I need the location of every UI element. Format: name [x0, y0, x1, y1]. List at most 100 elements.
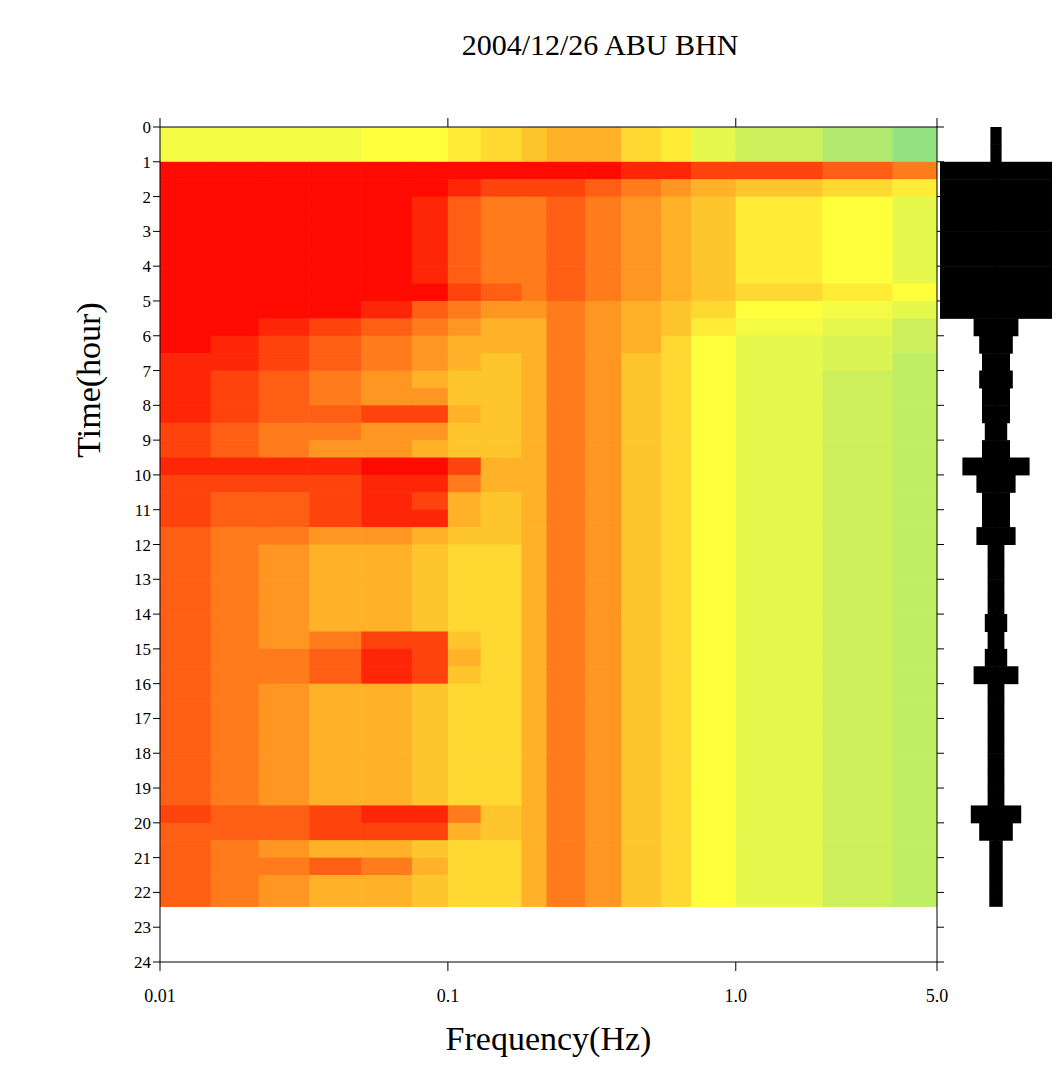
trace-envelope — [990, 127, 1001, 145]
cell — [736, 318, 823, 336]
cell — [892, 440, 937, 458]
cell — [412, 788, 449, 806]
cell — [892, 197, 937, 215]
cell — [691, 631, 736, 649]
cell — [309, 823, 362, 841]
cell — [259, 353, 310, 371]
cell — [661, 545, 692, 563]
cell — [546, 301, 585, 319]
cell — [481, 318, 522, 336]
cell — [691, 614, 736, 632]
cell — [546, 458, 585, 476]
cell — [661, 127, 692, 145]
cell — [546, 353, 585, 371]
cell — [892, 701, 937, 719]
cell — [736, 562, 823, 580]
cell — [822, 527, 893, 545]
cell — [521, 823, 547, 841]
cell — [211, 631, 259, 649]
cell — [621, 684, 661, 702]
cell — [585, 266, 622, 284]
cell — [361, 858, 412, 876]
cell — [448, 788, 481, 806]
cell — [412, 562, 449, 580]
cell — [361, 197, 412, 215]
cell — [160, 545, 211, 563]
cell — [309, 701, 362, 719]
x-tick — [735, 962, 736, 971]
cell — [892, 753, 937, 771]
cell — [211, 162, 259, 180]
cell — [661, 858, 692, 876]
cell — [160, 666, 211, 684]
cell — [892, 249, 937, 267]
cell — [259, 527, 310, 545]
trace-envelope — [988, 736, 1005, 754]
cell — [892, 353, 937, 371]
cell — [521, 179, 547, 197]
cell — [691, 162, 736, 180]
cell — [448, 510, 481, 528]
y-tick-label: 11 — [135, 501, 151, 520]
cell — [448, 405, 481, 423]
cell — [160, 423, 211, 441]
cell — [448, 545, 481, 563]
y-tick — [153, 822, 160, 823]
y-tick-label: 9 — [143, 431, 152, 450]
cell — [259, 492, 310, 510]
trace-envelope — [982, 440, 1010, 458]
cell — [361, 440, 412, 458]
cell — [546, 753, 585, 771]
cell — [259, 858, 310, 876]
cell — [361, 371, 412, 389]
trace-envelope — [988, 631, 1005, 649]
cell — [259, 545, 310, 563]
cell — [585, 284, 622, 302]
cell — [585, 353, 622, 371]
y-tick — [937, 544, 944, 545]
cell — [259, 458, 310, 476]
cell — [361, 579, 412, 597]
cell — [621, 545, 661, 563]
cell — [892, 771, 937, 789]
cell — [361, 875, 412, 893]
cell — [661, 805, 692, 823]
cell — [521, 701, 547, 719]
cell — [412, 127, 449, 145]
title: 2004/12/26 ABU BHN — [462, 28, 739, 61]
cell — [309, 858, 362, 876]
cell — [448, 597, 481, 615]
cell — [621, 423, 661, 441]
cell — [892, 510, 937, 528]
cell — [621, 405, 661, 423]
cell — [736, 753, 823, 771]
y-tick — [153, 892, 160, 893]
background — [0, 0, 1063, 1077]
y-tick — [153, 370, 160, 371]
cell — [585, 823, 622, 841]
cell — [521, 423, 547, 441]
cell — [585, 892, 622, 907]
cell — [892, 318, 937, 336]
cell — [160, 510, 211, 528]
cell — [448, 127, 481, 145]
cell — [661, 562, 692, 580]
y-tick — [153, 196, 160, 197]
cell — [361, 597, 412, 615]
cell — [736, 788, 823, 806]
cell — [448, 144, 481, 162]
cell — [822, 614, 893, 632]
cell — [160, 492, 211, 510]
cell — [361, 510, 412, 528]
cell — [361, 649, 412, 667]
cell — [621, 301, 661, 319]
cell — [691, 388, 736, 406]
cell — [309, 284, 362, 302]
cell — [309, 371, 362, 389]
cell — [309, 597, 362, 615]
cell — [412, 371, 449, 389]
cell — [661, 649, 692, 667]
cell — [259, 440, 310, 458]
cell — [309, 631, 362, 649]
cell — [481, 231, 522, 249]
